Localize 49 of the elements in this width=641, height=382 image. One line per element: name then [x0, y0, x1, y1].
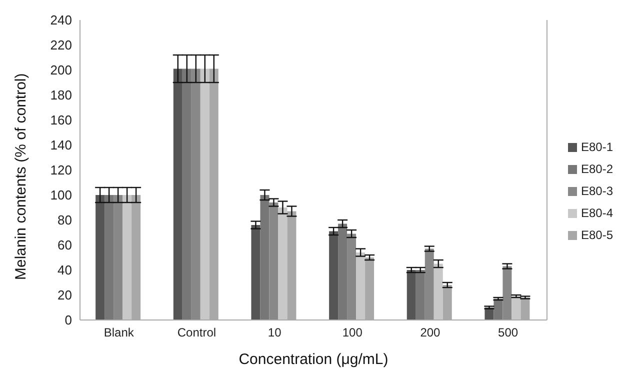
bar [122, 195, 132, 320]
bar [173, 68, 182, 320]
legend-label: E80-3 [580, 184, 613, 198]
x-tick-label: 200 [420, 326, 441, 340]
bar [512, 296, 521, 320]
y-tick-label: 60 [58, 238, 72, 253]
y-tick-label: 100 [50, 188, 72, 203]
bar [434, 264, 443, 320]
y-tick-label: 80 [58, 212, 72, 228]
y-tick-label: 220 [50, 38, 72, 53]
y-tick-label: 140 [50, 138, 72, 153]
bar [278, 208, 288, 320]
bar [338, 224, 348, 320]
bar [260, 195, 270, 320]
x-tick-label: Control [177, 326, 216, 340]
bar [424, 248, 434, 320]
bar [329, 231, 338, 320]
bar [104, 195, 114, 320]
bar [269, 202, 278, 320]
bar [191, 68, 200, 320]
y-tick-label: 240 [50, 12, 72, 28]
bar [182, 68, 192, 320]
x-axis-title: Concentration (μg/mL) [238, 351, 388, 368]
y-tick-label: 0 [64, 312, 72, 328]
y-tick-label: 20 [58, 288, 72, 303]
legend-label: E80-1 [580, 140, 613, 154]
y-tick-label: 160 [50, 112, 72, 128]
bar [406, 270, 416, 320]
bar [96, 195, 105, 320]
bar [416, 270, 425, 320]
x-tick-label: 100 [342, 326, 363, 340]
x-tick-label: Blank [104, 326, 135, 340]
legend-label: E80-2 [580, 162, 613, 176]
x-tick-label: 10 [268, 326, 282, 340]
bar [114, 195, 123, 320]
legend-label: E80-4 [580, 206, 613, 220]
bar [251, 225, 260, 320]
bar [502, 266, 512, 320]
bar [494, 298, 503, 320]
y-axis-title: Melanin contents (% of control) [12, 73, 30, 280]
legend-label: E80-5 [580, 228, 613, 242]
bar [347, 234, 356, 320]
y-tick-label: 40 [58, 262, 72, 278]
y-tick-label: 180 [50, 88, 72, 103]
bar [200, 68, 210, 320]
y-tick-label: 120 [50, 162, 72, 178]
x-tick-label: 500 [498, 326, 518, 340]
bar [356, 252, 366, 320]
y-tick-label: 200 [50, 62, 72, 78]
